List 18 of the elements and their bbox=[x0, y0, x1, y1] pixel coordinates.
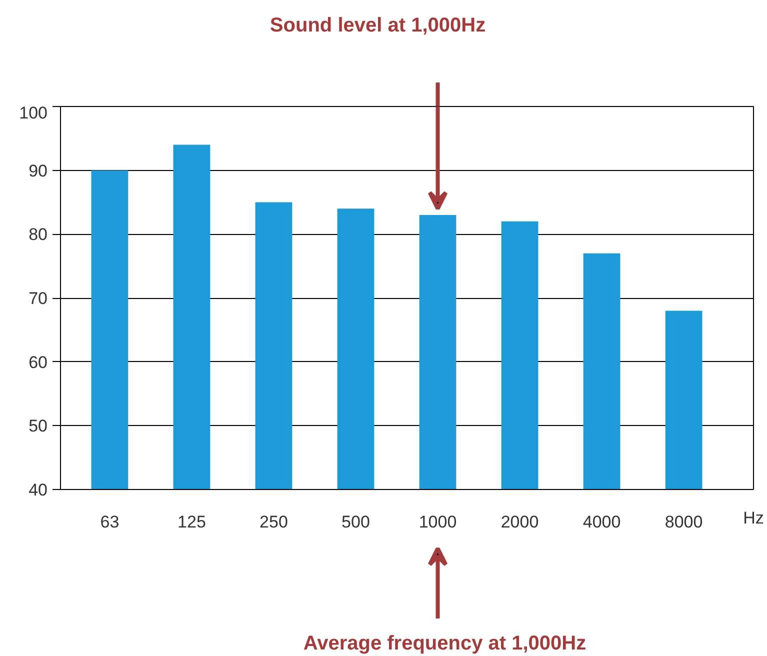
y-tick-label: 100 bbox=[19, 104, 48, 122]
x-tick-label: 500 bbox=[342, 512, 370, 532]
x-axis-title: Hz bbox=[743, 508, 764, 528]
x-tick-label: 63 bbox=[100, 512, 120, 532]
x-tick-label: 2000 bbox=[500, 512, 539, 532]
y-tick-label: 90 bbox=[28, 161, 48, 180]
y-tick-label: 80 bbox=[28, 225, 48, 244]
text: Average frequency at 1,000Hz bbox=[303, 632, 586, 654]
y-tick-label: 70 bbox=[28, 289, 48, 308]
y-tick-label: 50 bbox=[28, 416, 48, 436]
x-tick-label: 125 bbox=[178, 512, 206, 532]
y-tick-label: 40 bbox=[28, 480, 48, 500]
x-tick-label: 4000 bbox=[582, 512, 621, 532]
y-tick-label: 60 bbox=[28, 352, 48, 372]
text: Sound level at 1,000Hz bbox=[270, 14, 486, 36]
x-tick-label: 8000 bbox=[664, 512, 703, 532]
x-tick-label: 1000 bbox=[418, 512, 457, 532]
x-tick-label: 250 bbox=[260, 512, 288, 532]
